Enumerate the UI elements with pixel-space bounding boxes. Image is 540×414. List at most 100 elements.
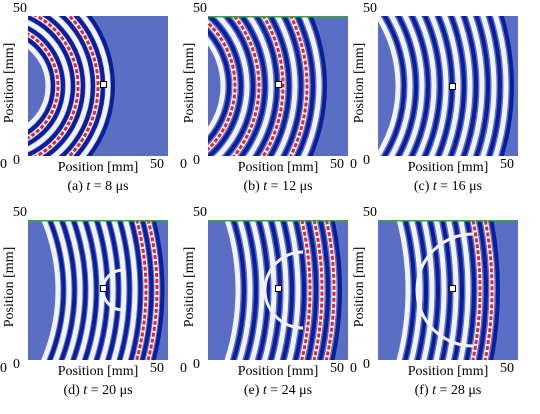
wave-front-light bbox=[402, 16, 425, 156]
caption-letter: (b) bbox=[243, 179, 260, 194]
figure-panel-c: Position [mm] 50 0 0 50 Position [mm] (c… bbox=[350, 2, 520, 202]
wave-front-negative bbox=[94, 220, 110, 360]
wave-front-negative bbox=[239, 16, 267, 156]
caption-time-value: = 20 μs bbox=[90, 383, 133, 398]
x-axis-label: Position [mm] bbox=[407, 160, 489, 175]
wave-front-light bbox=[415, 16, 437, 156]
x-tick-max: 50 bbox=[500, 361, 514, 376]
wave-front-light bbox=[28, 20, 71, 152]
y-tick-max: 50 bbox=[193, 205, 207, 220]
x-tick-min: 0 bbox=[350, 157, 357, 172]
wave-front-negative bbox=[461, 16, 478, 156]
wave-front-negative bbox=[281, 220, 294, 360]
sensor-marker bbox=[100, 81, 107, 88]
x-tick-min: 0 bbox=[180, 157, 187, 172]
wave-front-light bbox=[134, 220, 149, 360]
caption-time-var: t bbox=[83, 383, 88, 398]
wave-front-positive bbox=[289, 16, 309, 156]
panel-caption: (a) t = 8 μs bbox=[28, 178, 168, 196]
caption-time-value: = 12 μs bbox=[270, 179, 313, 194]
panel-caption: (e) t = 24 μs bbox=[208, 382, 348, 400]
wave-front-positive bbox=[483, 220, 494, 360]
wave-front-light bbox=[323, 220, 337, 360]
wave-front-negative bbox=[396, 16, 418, 156]
wave-front-light bbox=[245, 16, 274, 156]
wave-front-light bbox=[41, 220, 61, 360]
wave-front-light bbox=[286, 220, 301, 360]
y-tick-min: 0 bbox=[363, 357, 370, 372]
wave-front-light bbox=[249, 220, 265, 360]
wave-front-negative bbox=[415, 220, 428, 360]
x-tick-max: 50 bbox=[330, 361, 344, 376]
x-axis-label: Position [mm] bbox=[57, 364, 139, 379]
wave-front-negative bbox=[59, 220, 77, 360]
caption-time-var: t bbox=[432, 383, 437, 398]
wave-front-negative bbox=[243, 220, 258, 360]
y-tick-min: 0 bbox=[13, 153, 20, 168]
wave-front-negative bbox=[128, 220, 143, 360]
caption-letter: (c) bbox=[413, 179, 430, 194]
reflected-wave bbox=[263, 250, 304, 330]
wave-front-negative bbox=[308, 16, 327, 156]
panel-caption: (f) t = 28 μs bbox=[378, 382, 518, 400]
y-tick-min: 0 bbox=[193, 357, 200, 372]
wavefield-image bbox=[28, 220, 168, 360]
reflected-wave bbox=[415, 232, 474, 348]
wave-front-negative bbox=[140, 220, 154, 360]
x-tick-max: 50 bbox=[150, 361, 164, 376]
figure-panel-b: Position [mm] 50 0 0 50 Position [mm] (b… bbox=[180, 2, 350, 202]
caption-time-var: t bbox=[263, 179, 268, 194]
y-axis-label: Position [mm] bbox=[2, 246, 17, 328]
wave-front-negative bbox=[318, 220, 330, 360]
plot-top-edge bbox=[208, 220, 348, 222]
y-tick-max: 50 bbox=[363, 1, 377, 16]
y-tick-min: 0 bbox=[193, 153, 200, 168]
wave-front-negative bbox=[305, 220, 318, 360]
x-tick-min: 0 bbox=[180, 361, 187, 376]
wave-front-negative bbox=[295, 16, 315, 156]
wave-front-light bbox=[396, 220, 411, 360]
wave-front-negative bbox=[117, 220, 132, 360]
wave-front-negative bbox=[489, 220, 500, 360]
x-tick-min: 0 bbox=[350, 361, 357, 376]
wave-front-light bbox=[433, 220, 447, 360]
wave-front-negative bbox=[151, 220, 165, 360]
wave-front-negative bbox=[223, 16, 255, 156]
x-tick-max: 50 bbox=[330, 157, 344, 172]
wave-front-light bbox=[378, 16, 401, 156]
y-tick-max: 50 bbox=[13, 205, 27, 220]
wave-front-positive bbox=[232, 16, 261, 156]
wave-front-light bbox=[214, 16, 250, 156]
caption-time-value: = 8 μs bbox=[93, 179, 129, 194]
caption-time-value: = 16 μs bbox=[440, 179, 483, 194]
wavefield-image bbox=[28, 16, 168, 156]
wave-front-light bbox=[408, 220, 423, 360]
plot-top-edge bbox=[378, 220, 518, 222]
wave-front-light bbox=[421, 220, 435, 360]
wave-front-positive bbox=[208, 21, 237, 151]
wave-front-light bbox=[274, 220, 289, 360]
x-tick-min: 0 bbox=[0, 361, 7, 376]
wave-front-negative bbox=[82, 220, 99, 360]
x-axis-label: Position [mm] bbox=[57, 160, 139, 175]
y-axis-label: Position [mm] bbox=[2, 42, 17, 124]
wave-front-negative bbox=[71, 220, 88, 360]
sensor-marker bbox=[449, 83, 456, 90]
wave-front-light bbox=[274, 16, 298, 156]
caption-time-value: = 28 μs bbox=[439, 383, 482, 398]
wave-front-light bbox=[122, 220, 138, 360]
wave-front-light bbox=[53, 220, 72, 360]
wave-front-light bbox=[145, 220, 160, 360]
wave-front-negative bbox=[105, 220, 121, 360]
panel-caption: (d) t = 20 μs bbox=[28, 382, 168, 400]
wave-front-negative bbox=[422, 16, 442, 156]
wave-front-negative bbox=[208, 16, 243, 156]
wave-front-light bbox=[301, 16, 322, 156]
wave-front-negative bbox=[330, 220, 342, 360]
wave-front-light bbox=[79, 16, 111, 156]
wave-front-light bbox=[441, 16, 461, 156]
y-tick-min: 0 bbox=[13, 357, 20, 372]
wave-front-negative bbox=[293, 220, 306, 360]
wave-front-light bbox=[65, 16, 101, 156]
y-tick-max: 50 bbox=[363, 205, 377, 220]
